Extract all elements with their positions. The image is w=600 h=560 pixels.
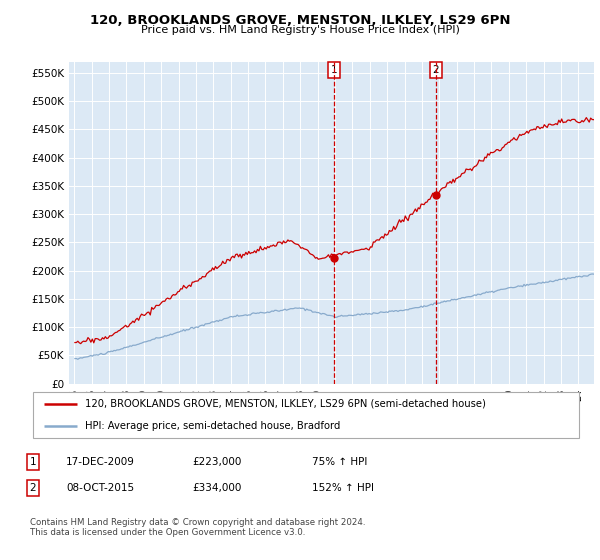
Point: [431, 190, 440, 199]
Text: 120, BROOKLANDS GROVE, MENSTON, ILKLEY, LS29 6PN: 120, BROOKLANDS GROVE, MENSTON, ILKLEY, …: [90, 14, 510, 27]
Text: Price paid vs. HM Land Registry's House Price Index (HPI): Price paid vs. HM Land Registry's House …: [140, 25, 460, 35]
Text: 120, BROOKLANDS GROVE, MENSTON, ILKLEY, LS29 6PN (semi-detached house): 120, BROOKLANDS GROVE, MENSTON, ILKLEY, …: [85, 399, 486, 409]
Text: Contains HM Land Registry data © Crown copyright and database right 2024.
This d: Contains HM Land Registry data © Crown c…: [30, 518, 365, 538]
Text: 17-DEC-2009: 17-DEC-2009: [66, 457, 135, 467]
Text: 75% ↑ HPI: 75% ↑ HPI: [312, 457, 367, 467]
Text: 08-OCT-2015: 08-OCT-2015: [66, 483, 134, 493]
Text: 152% ↑ HPI: 152% ↑ HPI: [312, 483, 374, 493]
Text: £334,000: £334,000: [192, 483, 241, 493]
FancyBboxPatch shape: [33, 393, 579, 437]
Text: 1: 1: [29, 457, 37, 467]
Text: £223,000: £223,000: [192, 457, 241, 467]
Point: [329, 253, 339, 262]
Text: 1: 1: [331, 65, 338, 75]
Text: HPI: Average price, semi-detached house, Bradford: HPI: Average price, semi-detached house,…: [85, 421, 341, 431]
Text: 2: 2: [29, 483, 37, 493]
Text: 2: 2: [433, 65, 439, 75]
